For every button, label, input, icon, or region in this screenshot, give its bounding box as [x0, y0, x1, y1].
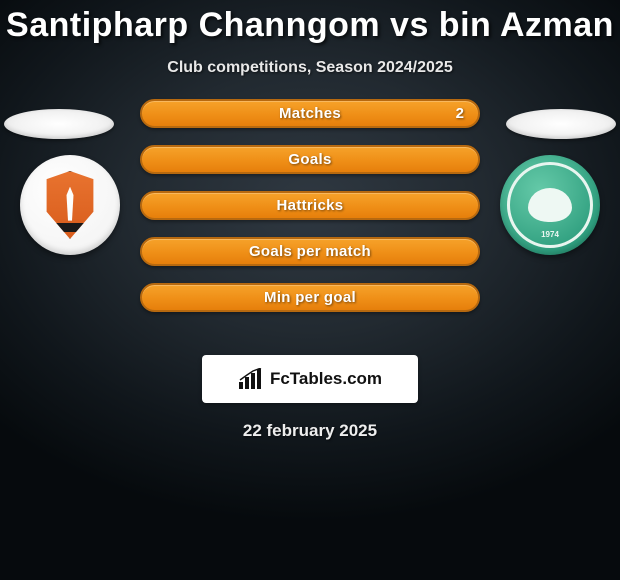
page-subtitle: Club competitions, Season 2024/2025 — [0, 59, 620, 77]
stat-label: Goals per match — [142, 239, 478, 264]
stat-bar-matches: Matches 2 — [140, 99, 480, 128]
stat-bar-hattricks: Hattricks — [140, 191, 480, 220]
content: Santipharp Channgom vs bin Azman Club co… — [0, 0, 620, 441]
stat-label: Hattricks — [142, 193, 478, 218]
stat-bar-goals-per-match: Goals per match — [140, 237, 480, 266]
stat-bar-min-per-goal: Min per goal — [140, 283, 480, 312]
club-badge-right: 1974 — [500, 155, 600, 255]
club-badge-left — [20, 155, 120, 255]
player-platform-right — [506, 109, 616, 139]
bird-icon — [528, 188, 572, 222]
comparison-arena: 1974 Matches 2 Goals Hattricks Goals pe — [0, 109, 620, 329]
footer-date: 22 february 2025 — [0, 421, 620, 441]
shield-icon — [44, 171, 96, 239]
stat-label: Goals — [142, 147, 478, 172]
page-title: Santipharp Channgom vs bin Azman — [0, 0, 620, 45]
player-platform-left — [4, 109, 114, 139]
stat-label: Matches — [142, 101, 478, 126]
shield-banner — [48, 223, 92, 232]
brand-text: FcTables.com — [270, 369, 382, 389]
stat-bars: Matches 2 Goals Hattricks Goals per matc… — [140, 99, 480, 312]
stat-label: Min per goal — [142, 285, 478, 310]
chart-bars-icon — [238, 368, 264, 390]
brand-card: FcTables.com — [202, 355, 418, 403]
stat-value-right: 2 — [456, 101, 464, 126]
crest-ring-icon: 1974 — [507, 162, 593, 248]
stat-bar-goals: Goals — [140, 145, 480, 174]
crest-year: 1974 — [541, 230, 559, 239]
